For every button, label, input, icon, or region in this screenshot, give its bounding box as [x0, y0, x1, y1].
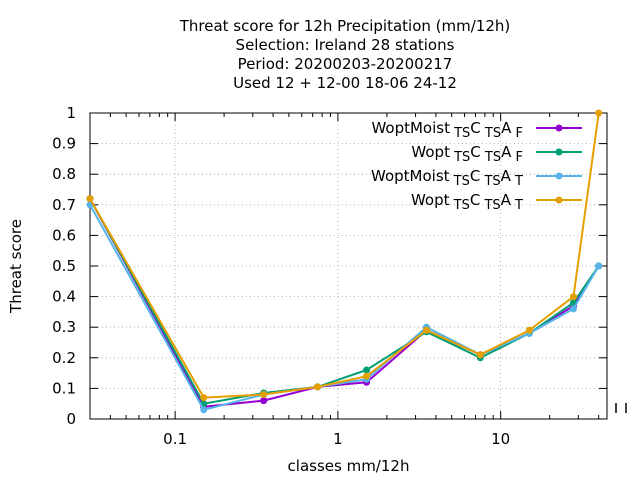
series-4-point [595, 109, 603, 117]
series-lines [86, 109, 603, 414]
series-4-point [476, 351, 484, 359]
legend-label-3: WoptMoist TSC TSA T [371, 167, 523, 189]
series-3-point [200, 406, 208, 414]
series-4-point [422, 326, 430, 334]
y-tick-label: 0.9 [52, 135, 76, 153]
y-tick-label: 0.4 [52, 288, 76, 306]
y-tick-label: 0.8 [52, 165, 76, 183]
series-2-point [363, 366, 371, 374]
series-3-point [569, 305, 577, 313]
x-tick-label: 10 [491, 430, 510, 448]
y-tick-label: 0.1 [52, 379, 76, 397]
x-tick-label: 0.1 [163, 430, 187, 448]
y-tick-label: 0.5 [52, 257, 76, 275]
x-axis-label: classes mm/12h [288, 457, 410, 475]
legend-marker-1 [555, 124, 563, 132]
x-axis: 0.1 1 10 [89, 113, 627, 448]
legend-marker-4 [555, 196, 563, 204]
y-tick-label: 0 [66, 410, 76, 428]
legend-marker-3 [555, 172, 563, 180]
y-tick-label: 0.7 [52, 196, 76, 214]
y-axis-label: Threat score [7, 219, 25, 314]
series-line-2 [89, 198, 600, 405]
y-tick-label: 0.6 [52, 226, 76, 244]
series-3-point [595, 262, 603, 270]
title-line-4: Used 12 + 12-00 18-06 24-12 [233, 74, 457, 92]
series-4-point [86, 195, 94, 203]
title-line-2: Selection: Ireland 28 stations [236, 36, 455, 54]
legend-label-2: Wopt TSC TSA F [411, 143, 523, 165]
y-tick-label: 0.3 [52, 318, 76, 336]
series-4-point [260, 391, 268, 399]
series-4-point [200, 394, 208, 402]
series-line-1 [89, 198, 600, 408]
series-1-point [260, 397, 268, 405]
title-line-1: Threat score for 12h Precipitation (mm/1… [179, 17, 511, 35]
plot-frame [89, 112, 608, 420]
legend-label-1: WoptMoist TSC TSA F [371, 119, 523, 141]
series-4-point [525, 326, 533, 334]
grid [90, 113, 607, 419]
series-4-point [569, 293, 577, 301]
x-tick-label: 1 [333, 430, 343, 448]
series-4-point [363, 372, 371, 380]
legend-marker-2 [555, 148, 563, 156]
y-tick-label: 1 [66, 104, 76, 122]
chart-title: Threat score for 12h Precipitation (mm/1… [179, 17, 511, 92]
y-axis: 0 0.1 0.2 0.3 0.4 0.5 0.6 0.7 0.8 0.9 1 [52, 104, 607, 428]
legend-label-4: Wopt TSC TSA T [411, 191, 523, 213]
series-4-point [314, 383, 322, 391]
title-line-3: Period: 20200203-20200217 [238, 55, 453, 73]
y-tick-label: 0.2 [52, 349, 76, 367]
series-line-4 [89, 112, 600, 399]
